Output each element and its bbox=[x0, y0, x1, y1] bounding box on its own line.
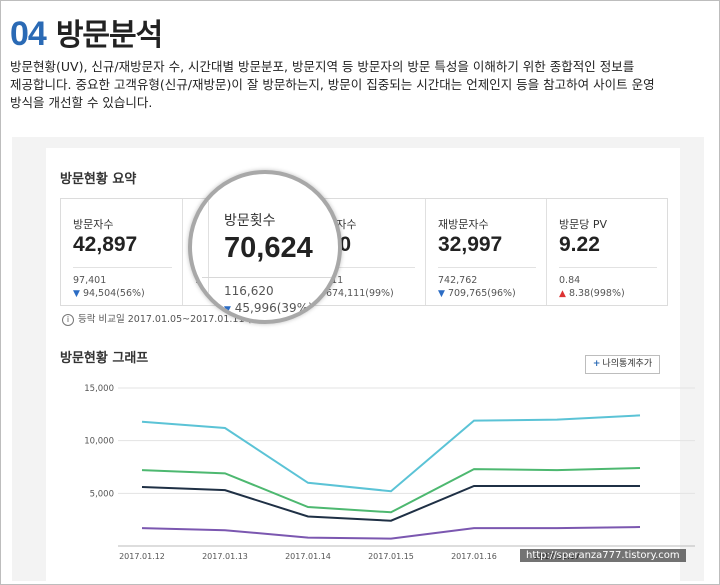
magnified-label: 방문횟수 bbox=[224, 213, 276, 229]
summary-label: 재방문자수 bbox=[438, 218, 489, 231]
summary-prev-value: 0.84 bbox=[559, 275, 581, 286]
x-tick-label: 2017.01.13 bbox=[202, 552, 248, 561]
add-my-stats-button[interactable]: + 나의통계추가 bbox=[585, 355, 660, 374]
down-arrow-icon: ▼ bbox=[438, 289, 445, 299]
series-line bbox=[141, 526, 641, 540]
magnifier-lens: 방문횟수 70,624 116,620 ▼ 45,996(39%) bbox=[188, 170, 342, 324]
series-line bbox=[141, 414, 641, 493]
plus-icon: + bbox=[592, 359, 601, 369]
section-description: 방문현황(UV), 신규/재방문자 수, 시간대별 방문분포, 방문지역 등 방… bbox=[10, 58, 710, 112]
x-tick-label: 2017.01.16 bbox=[451, 552, 497, 561]
summary-label: 방문자수 bbox=[73, 218, 114, 231]
y-tick-label: 10,000 bbox=[84, 437, 114, 447]
series-line bbox=[141, 484, 640, 522]
x-tick-label: 2017.01.14 bbox=[285, 552, 331, 561]
summary-cell-pv-per-visit: 방문당 PV 9.22 0.84 ▲ 8.38(998%) bbox=[547, 199, 667, 305]
down-arrow-icon: ▼ bbox=[224, 305, 231, 315]
description-line: 제공합니다. 중요한 고객유형(신규/재방문)이 잘 방문하는지, 방문이 집중… bbox=[10, 77, 655, 92]
summary-cell-returning-visitors: 재방문자수 32,997 742,762 ▼ 709,765(96%) bbox=[426, 199, 546, 305]
section-number: 04 bbox=[10, 15, 47, 53]
info-icon: i bbox=[62, 313, 74, 326]
summary-prev-value: 742,762 bbox=[438, 275, 478, 286]
summary-label: 방문당 PV bbox=[559, 218, 608, 231]
magnified-value: 70,624 bbox=[224, 232, 313, 264]
y-tick-label: 15,000 bbox=[84, 384, 114, 394]
up-arrow-icon: ▲ bbox=[559, 289, 566, 299]
summary-value: 32,997 bbox=[438, 233, 503, 256]
summary-change: ▼ 709,765(96%) bbox=[438, 288, 516, 299]
comparison-note: i 등락 비교일 2017.01.05~2017.01.11 (7일) bbox=[62, 311, 270, 326]
section-heading: 04 방문분석 bbox=[10, 10, 163, 54]
y-tick-label: 5,000 bbox=[90, 489, 114, 499]
watermark: http://speranza777.tistory.com bbox=[520, 549, 686, 562]
x-tick-label: 2017.01.12 bbox=[119, 552, 165, 561]
graph-title: 방문현황 그래프 bbox=[60, 351, 149, 366]
magnified-change: ▼ 45,996(39%) bbox=[224, 301, 313, 315]
section-title: 방문분석 bbox=[55, 18, 163, 53]
summary-prev-value: 97,401 bbox=[73, 275, 107, 286]
description-line: 방문현황(UV), 신규/재방문자 수, 시간대별 방문분포, 방문지역 등 방… bbox=[10, 59, 635, 74]
summary-change: ▲ 8.38(998%) bbox=[559, 288, 625, 299]
x-tick-label: 2017.01.15 bbox=[368, 552, 414, 561]
description-line: 방식을 개선할 수 있습니다. bbox=[10, 95, 153, 110]
summary-change: ▼ 94,504(56%) bbox=[73, 288, 145, 299]
summary-cell-visitors: 방문자수 42,897 97,401 ▼ 94,504(56%) bbox=[61, 199, 182, 305]
series-line bbox=[141, 467, 641, 514]
summary-value: 42,897 bbox=[73, 233, 138, 256]
visit-summary-table: 방문자수 42,897 97,401 ▼ 94,504(56%) 1 방문자수 … bbox=[60, 198, 668, 306]
magnified-prev-value: 116,620 bbox=[224, 284, 274, 298]
summary-value: 9.22 bbox=[559, 233, 600, 256]
down-arrow-icon: ▼ bbox=[73, 289, 80, 299]
summary-title: 방문현황 요약 bbox=[60, 172, 137, 187]
